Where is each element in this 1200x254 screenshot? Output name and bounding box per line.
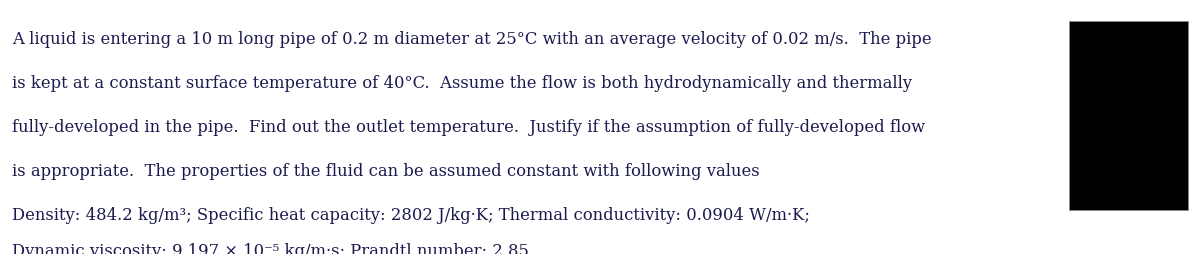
- Text: is appropriate.  The properties of the fluid can be assumed constant with follow: is appropriate. The properties of the fl…: [12, 162, 760, 179]
- Text: fully-developed in the pipe.  Find out the outlet temperature.  Justify if the a: fully-developed in the pipe. Find out th…: [12, 118, 925, 135]
- Text: is kept at a constant surface temperature of 40°C.  Assume the flow is both hydr: is kept at a constant surface temperatur…: [12, 75, 912, 91]
- Bar: [1069, 22, 1188, 210]
- Text: A liquid is entering a 10 m long pipe of 0.2 m diameter at 25°C with an average : A liquid is entering a 10 m long pipe of…: [12, 31, 931, 47]
- Text: Density: 484.2 kg/m³; Specific heat capacity: 2802 J/kg·K; Thermal conductivity:: Density: 484.2 kg/m³; Specific heat capa…: [12, 206, 810, 223]
- Text: Dynamic viscosity: 9.197 × 10⁻⁵ kg/m·s; Prandtl number: 2.85.: Dynamic viscosity: 9.197 × 10⁻⁵ kg/m·s; …: [12, 242, 534, 254]
